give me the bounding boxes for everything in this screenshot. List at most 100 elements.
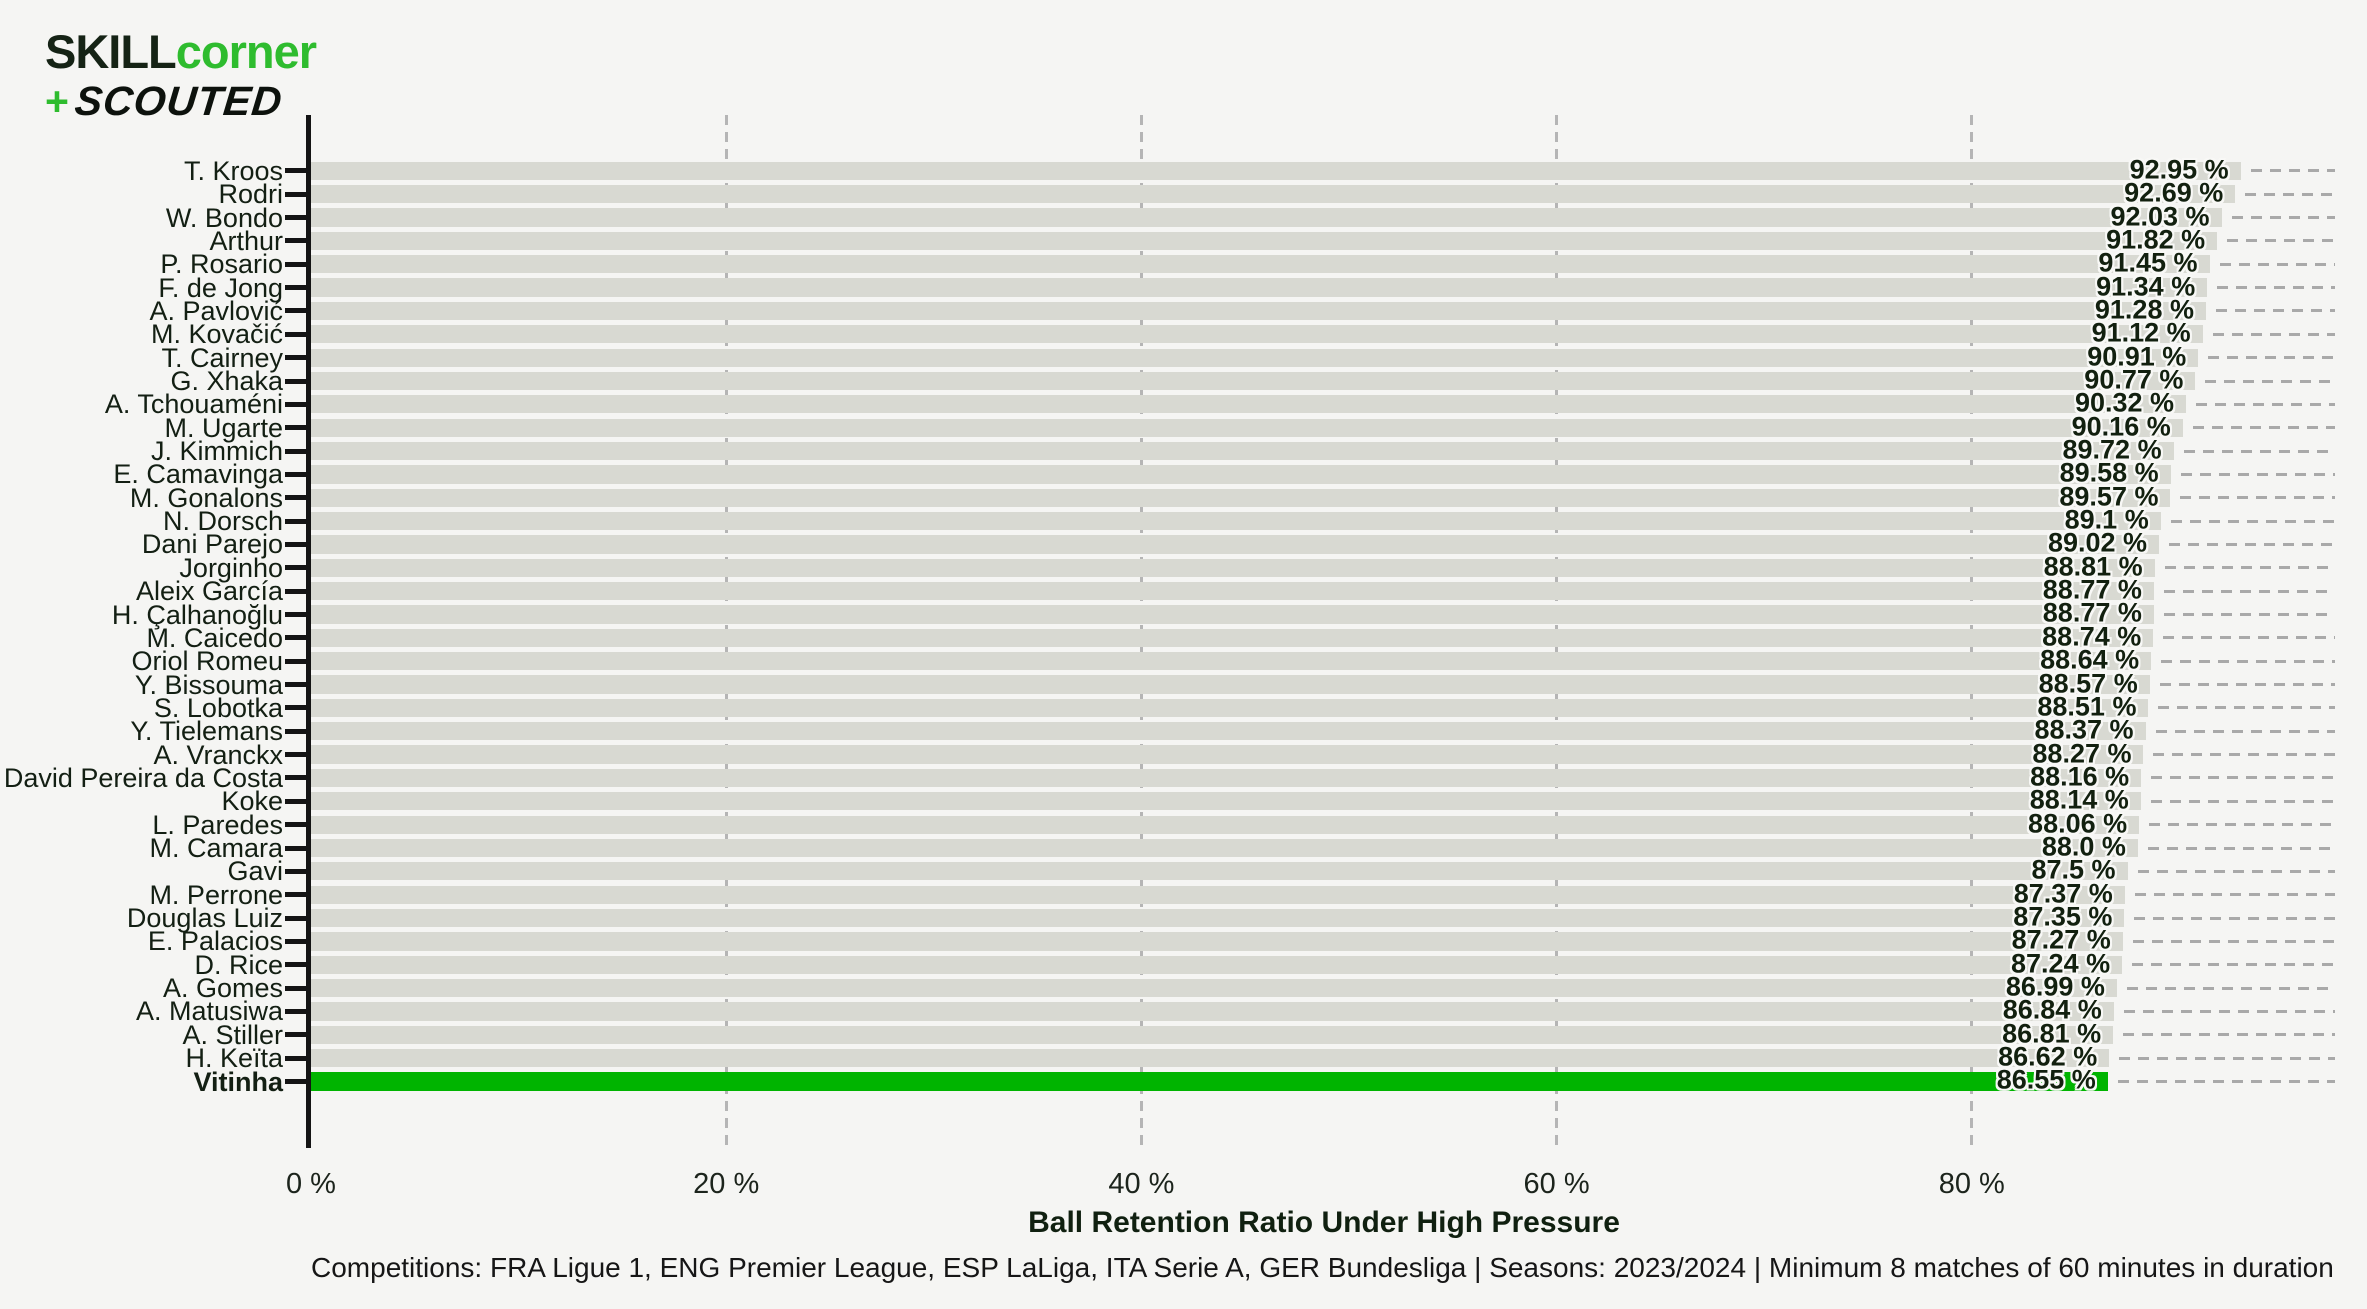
x-tick-label: 0 %: [286, 1168, 336, 1200]
bar-value-label: 88.74 %: [2042, 621, 2142, 652]
player-label: M. Ugarte: [164, 412, 283, 443]
leader-line: [2192, 426, 2335, 430]
bar: 88.0 %: [311, 831, 2138, 861]
player-label: Y. Tielemans: [130, 716, 283, 747]
leader-line: [2153, 753, 2335, 757]
player-label: S. Lobotka: [153, 692, 283, 723]
y-tick: [285, 705, 311, 711]
plus-icon: +: [45, 78, 69, 124]
player-label: W. Bondo: [165, 202, 283, 233]
player-label: E. Palacios: [147, 926, 283, 957]
bar-value-label: 92.03 %: [2110, 200, 2210, 231]
y-tick: [285, 985, 311, 991]
bar-value-label: 86.55 %: [1996, 1064, 2096, 1095]
y-tick: [285, 938, 311, 944]
bar-value-label: 89.1 %: [2064, 504, 2149, 535]
bar: 89.58 %: [311, 458, 2171, 488]
leader-line: [2250, 169, 2335, 173]
y-tick: [285, 915, 311, 921]
bar: 87.5 %: [311, 855, 2128, 885]
bar-value-label: 87.37 %: [2013, 877, 2113, 908]
y-tick: [285, 962, 311, 968]
y-tick: [285, 518, 311, 524]
bar-value-label: 86.99 %: [2005, 971, 2105, 1002]
leader-line: [2219, 262, 2335, 266]
leader-line: [2212, 332, 2335, 336]
bar-value-label: 89.58 %: [2059, 457, 2159, 488]
y-tick: [285, 682, 311, 688]
leader-line: [2205, 379, 2335, 383]
bar-value-label: 86.84 %: [2002, 994, 2102, 1025]
player-label: M. Kovačić: [150, 319, 283, 350]
bar: 86.84 %: [311, 995, 2114, 1025]
bar: 91.34 %: [311, 271, 2208, 301]
player-label: H. Keïta: [185, 1043, 283, 1074]
bar-value-label: 88.37 %: [2034, 714, 2134, 745]
y-tick: [285, 425, 311, 431]
bar: 89.02 %: [311, 528, 2160, 558]
leader-line: [2147, 846, 2335, 850]
bar-value-label: 92.69 %: [2124, 177, 2224, 208]
y-tick: [285, 1008, 311, 1014]
leader-line: [2123, 1033, 2335, 1037]
logo-text-corner: corner: [175, 25, 317, 78]
player-label: A. Tchouaméni: [104, 389, 283, 420]
bar: 89.1 %: [311, 504, 2161, 534]
leader-line: [2163, 636, 2335, 640]
player-label: M. Gonalons: [129, 482, 283, 513]
leader-line: [2126, 986, 2335, 990]
bar: 90.16 %: [311, 411, 2183, 441]
player-label: E. Camavinga: [113, 459, 283, 490]
player-label: Aleix García: [135, 576, 283, 607]
leader-line: [2134, 893, 2335, 897]
player-label: M. Caicedo: [146, 622, 283, 653]
leader-line: [2132, 963, 2335, 967]
leader-line: [2208, 356, 2335, 360]
bar: 88.77 %: [311, 574, 2154, 604]
bar: 88.77 %: [311, 598, 2154, 628]
y-tick: [285, 822, 311, 828]
leader-line: [2164, 566, 2335, 570]
bar: 90.91 %: [311, 341, 2199, 371]
leader-line: [2215, 309, 2335, 313]
y-tick: [285, 588, 311, 594]
player-label: Gavi: [227, 856, 283, 887]
player-label: L. Paredes: [152, 809, 283, 840]
y-tick: [285, 635, 311, 641]
y-tick: [285, 775, 311, 781]
bar: 90.32 %: [311, 388, 2187, 418]
bar: 88.74 %: [311, 621, 2154, 651]
player-label: M. Perrone: [149, 879, 283, 910]
bar-value-label: 90.77 %: [2084, 364, 2184, 395]
bar: 91.45 %: [311, 247, 2210, 277]
bar: 88.81 %: [311, 551, 2155, 581]
bar: 92.03 %: [311, 201, 2222, 231]
player-label: G. Xhaka: [170, 366, 283, 396]
bar-value-label: 91.28 %: [2094, 294, 2194, 325]
bar: 91.28 %: [311, 294, 2206, 324]
y-axis-line: [306, 115, 311, 1148]
bar: 86.81 %: [311, 1018, 2114, 1048]
bar: 86.62 %: [311, 1041, 2110, 1071]
leader-line: [2231, 216, 2335, 220]
leader-line: [2217, 286, 2335, 290]
bar-value-label: 91.12 %: [2091, 317, 2191, 348]
leader-line: [2117, 1080, 2335, 1083]
x-tick-label: 80 %: [1938, 1168, 2005, 1200]
leader-line: [2123, 1009, 2335, 1013]
y-tick: [285, 752, 311, 758]
leader-line: [2161, 659, 2335, 663]
bar: 90.77 %: [311, 364, 2196, 394]
bar: 91.82 %: [311, 224, 2218, 254]
player-label: F. de Jong: [158, 272, 283, 303]
bar: 86.99 %: [311, 971, 2117, 1001]
bar-value-label: 87.24 %: [2011, 947, 2111, 978]
y-tick: [285, 238, 311, 244]
bar: 88.06 %: [311, 808, 2140, 838]
x-tick-label: 60 %: [1523, 1168, 1590, 1200]
y-tick: [285, 471, 311, 477]
player-label: Vitinha: [193, 1066, 283, 1097]
bar-value-label: 89.02 %: [2047, 527, 2148, 558]
bar-value-label: 92.95 %: [2129, 154, 2229, 185]
